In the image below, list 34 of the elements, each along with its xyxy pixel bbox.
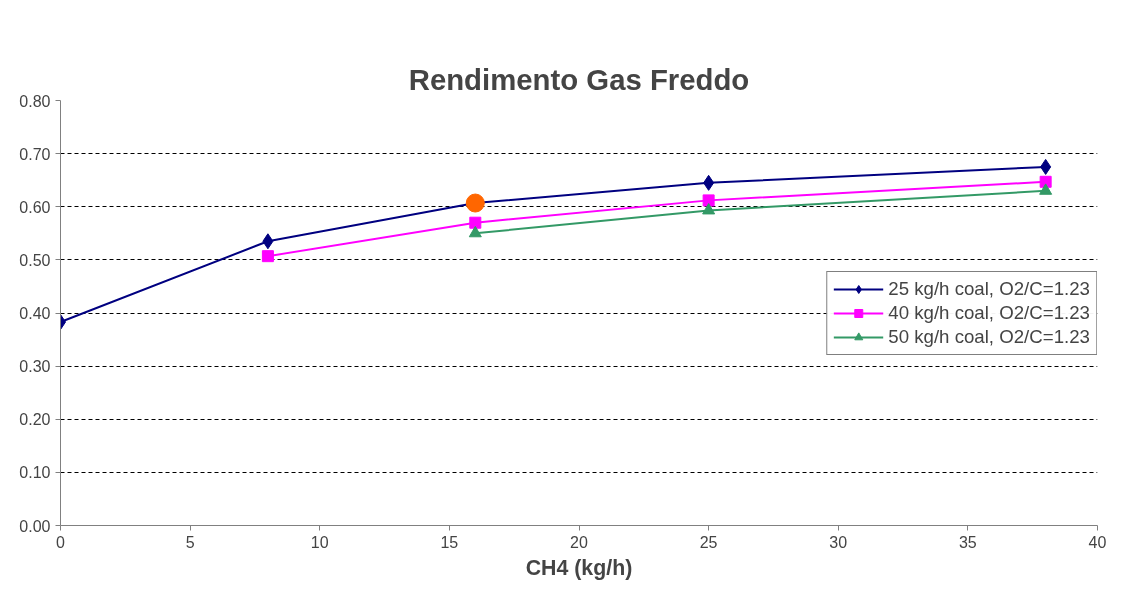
point [703,174,715,191]
point [262,233,274,250]
x-tick-label: 35 [958,533,977,551]
point [1039,183,1053,195]
legend-label: 50 kg/h coal, O2/C=1.23 [888,325,1090,348]
x-axis-title: CH4 (kg/h) [525,555,633,580]
chart-title: Rendimento Gas Freddo [408,62,750,96]
y-tick-label: 0.40 [19,305,51,322]
point [469,216,482,229]
x-tick-label: 5 [185,533,195,551]
y-tick-label: 0.80 [19,92,51,110]
x-tick-label: 25 [699,533,718,551]
y-tick-label: 0.30 [19,358,51,376]
point [1039,175,1052,188]
point [465,193,485,213]
x-tick-label: 20 [570,533,588,551]
x-tick-label: 30 [829,533,848,551]
y-tick-label: 0.20 [19,411,51,429]
legend-label: 40 kg/h coal, O2/C=1.23 [888,301,1090,324]
x-tick-label: 0 [56,533,66,551]
y-tick-label: 0.70 [19,145,51,163]
y-tick-label: 0.10 [19,464,51,482]
x-tick-label: 40 [1088,533,1107,551]
point [261,250,274,263]
y-tick-label: 0.60 [19,198,51,216]
point [702,194,715,207]
point [702,203,716,215]
y-tick-label: 0.00 [19,517,51,535]
legend-label: 25 kg/h coal, O2/C=1.23 [888,277,1090,300]
point [468,225,482,238]
x-tick-label: 10 [310,533,329,551]
x-tick-label: 15 [440,533,459,551]
point [1040,158,1052,175]
y-tick-label: 0.50 [19,251,51,269]
